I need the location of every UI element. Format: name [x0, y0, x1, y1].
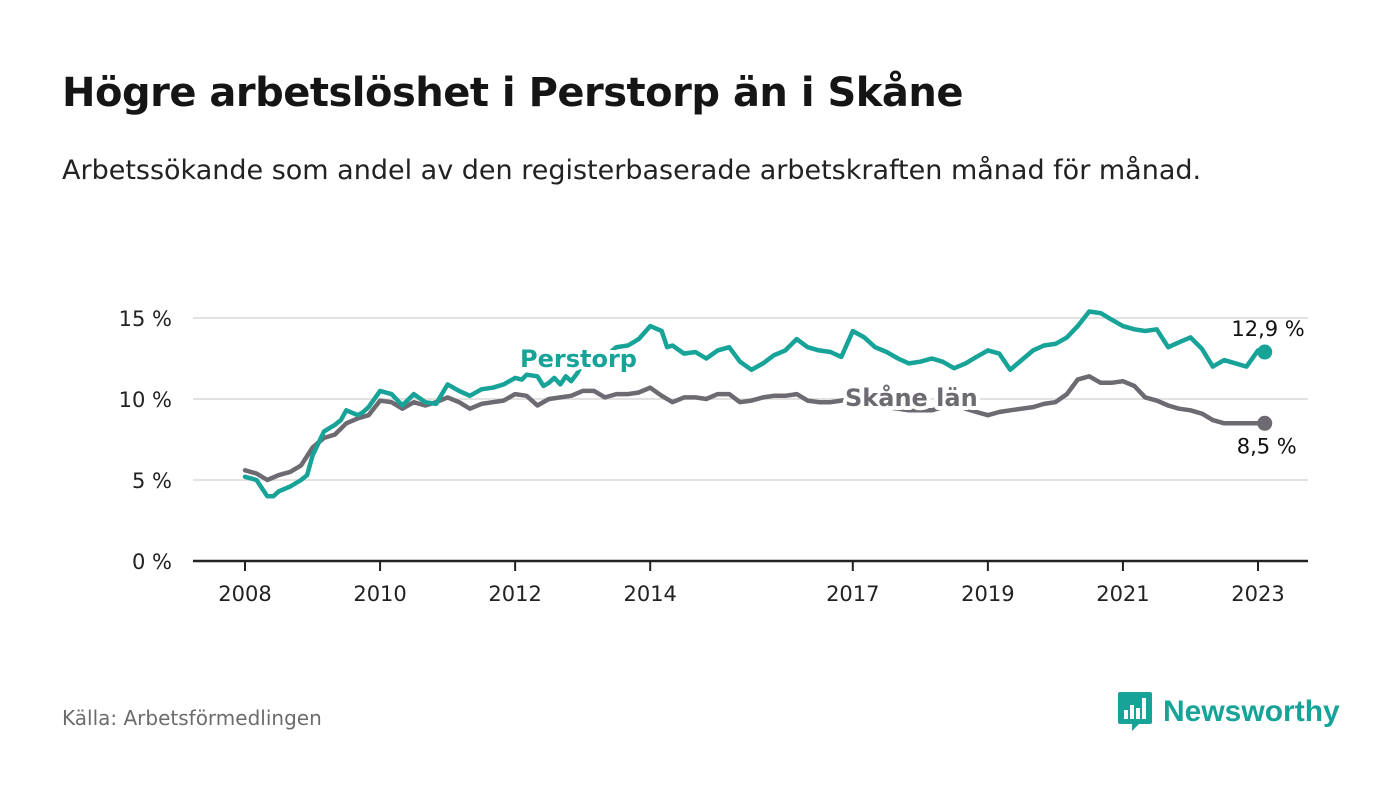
chart-title: Högre arbetslöshet i Perstorp än i Skåne: [62, 70, 963, 116]
series-line-skane: [242, 374, 1268, 483]
x-tick-label: 2021: [1096, 582, 1149, 606]
x-tick-label: 2012: [488, 582, 541, 606]
source-note: Källa: Arbetsförmedlingen: [62, 706, 322, 730]
axes: 0 % 5 % 10 % 15 % 2008 2010 2012 2014 2017 2019 20…: [119, 307, 1308, 606]
y-tick-label: 0 %: [132, 550, 172, 574]
chart-subtitle: Arbetssökande som andel av den registerb…: [62, 155, 1202, 186]
series-label-skane: Skåne län: [845, 383, 978, 412]
x-tick-label: 2008: [218, 582, 271, 606]
series-labels: 12,9 % Perstorp 8,5 % Skåne län: [516, 317, 1305, 458]
x-tick-label: 2014: [623, 582, 676, 606]
x-tick-label: 2023: [1231, 582, 1284, 606]
series-line-perstorp: [242, 309, 1268, 499]
brand-logo[interactable]: Newsworthy: [1117, 690, 1340, 734]
x-tick-label: 2010: [353, 582, 406, 606]
brand-name: Newsworthy: [1163, 695, 1340, 728]
x-tick-label: 2017: [826, 582, 879, 606]
end-point-skane: [1257, 415, 1273, 431]
series-label-perstorp: Perstorp: [520, 345, 637, 373]
end-value-label: 12,9 %: [1231, 317, 1304, 341]
y-tick-label: 15 %: [119, 307, 172, 331]
y-tick-label: 10 %: [119, 388, 172, 412]
end-value-label: 8,5 %: [1237, 434, 1297, 458]
y-tick-label: 5 %: [132, 469, 172, 493]
line-chart: 0 % 5 % 10 % 15 % 2008 2010 2012 2014 2017 2019 20…: [119, 307, 1308, 606]
newsworthy-bar-chart-icon: [1118, 692, 1152, 731]
end-point-perstorp: [1257, 344, 1273, 360]
x-tick-label: 2019: [961, 582, 1014, 606]
series-lines: [242, 309, 1268, 499]
